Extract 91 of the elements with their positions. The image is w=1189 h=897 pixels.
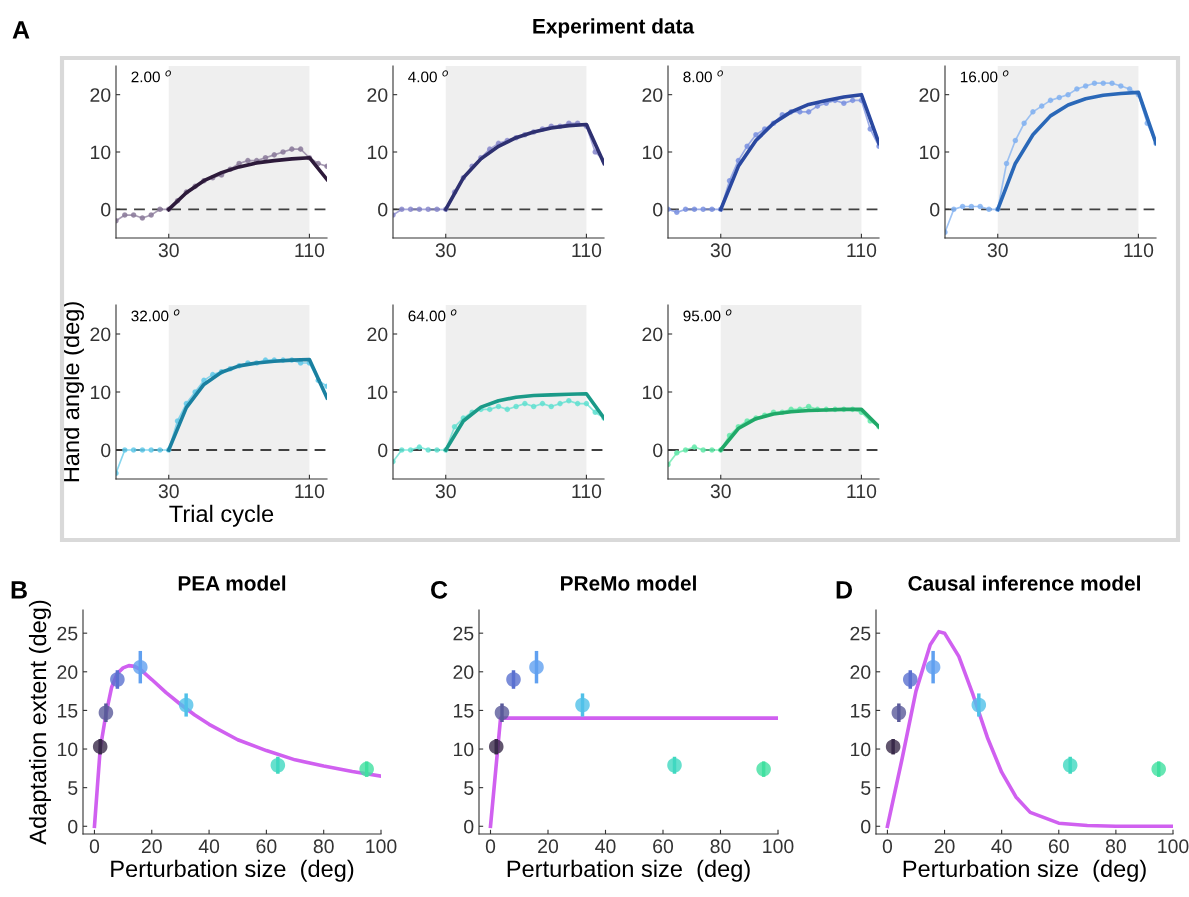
y-tick-label: 10 xyxy=(851,742,871,757)
y-tick-label: 25 xyxy=(57,626,78,641)
y-tick-label: 20 xyxy=(850,665,871,680)
x-tick-label: 60 xyxy=(653,839,674,854)
y-axis-title: Hand angle (deg) xyxy=(61,302,84,482)
y-tick-label: 20 xyxy=(919,88,940,102)
x-tick-label: 30 xyxy=(987,243,1008,258)
x-tick-label: 20 xyxy=(538,839,559,854)
x-tick-label: 30 xyxy=(710,243,731,258)
x-tick-label: 30 xyxy=(158,484,179,499)
y-tick-label: 0 xyxy=(378,443,388,458)
chart-title: 16.00 $^{o}$ xyxy=(960,70,1009,83)
x-tick-label: 40 xyxy=(198,839,220,854)
x-tick-label: 80 xyxy=(710,839,731,854)
chart-title: 32.00 $^{o}$ xyxy=(131,309,180,322)
y-tick-label: 0 xyxy=(861,819,871,834)
x-tick-label: 110 xyxy=(847,243,877,258)
y-tick-label: 0 xyxy=(68,819,78,834)
x-axis-title: Perturbation size (deg) xyxy=(111,859,354,882)
text: B xyxy=(11,581,27,599)
y-tick-label: 10 xyxy=(368,145,388,160)
x-tick-label: 80 xyxy=(313,839,334,854)
x-tick-label: 80 xyxy=(1105,839,1126,854)
chart-title: 4.00 $^{o}$ xyxy=(408,70,448,83)
y-tick-label: 25 xyxy=(453,626,474,641)
x-tick-label: 110 xyxy=(295,243,325,258)
y-tick-label: 10 xyxy=(643,145,663,160)
text: D xyxy=(836,581,852,599)
x-tick-label: 20 xyxy=(934,839,955,854)
y-tick-label: 20 xyxy=(642,327,663,342)
text: Experiment data xyxy=(533,18,695,38)
y-tick-label: 20 xyxy=(367,327,388,342)
y-tick-label: 5 xyxy=(464,781,474,795)
x-tick-label: 30 xyxy=(435,484,456,499)
y-tick-label: 20 xyxy=(90,327,111,342)
y-tick-label: 0 xyxy=(101,202,111,217)
x-tick-label: 40 xyxy=(991,839,1012,854)
y-tick-label: 20 xyxy=(367,88,388,102)
y-tick-label: 5 xyxy=(861,781,871,795)
x-tick-label: 110 xyxy=(1124,243,1154,258)
x-tick-label: 30 xyxy=(710,484,731,499)
y-tick-label: 20 xyxy=(57,665,78,680)
x-tick-label: 110 xyxy=(295,484,325,499)
y-tick-label: 15 xyxy=(454,704,474,718)
y-tick-label: 10 xyxy=(91,385,111,400)
x-axis-title: Perturbation size (deg) xyxy=(903,859,1146,882)
y-tick-label: 15 xyxy=(851,704,871,718)
chart-title: 2.00 $^{o}$ xyxy=(131,70,171,83)
y-tick-label: 0 xyxy=(378,202,388,217)
y-tick-label: 10 xyxy=(454,742,474,757)
x-tick-label: 20 xyxy=(141,839,162,854)
y-tick-label: 0 xyxy=(930,202,940,217)
text: C xyxy=(431,581,448,599)
y-tick-label: 15 xyxy=(58,704,78,718)
chart-title: 64.00 $^{o}$ xyxy=(408,309,457,322)
chart-title: PEA model xyxy=(178,575,286,591)
y-tick-label: 10 xyxy=(920,145,940,160)
y-tick-label: 20 xyxy=(453,665,474,680)
x-tick-label: 100 xyxy=(366,839,397,854)
chart-title: 8.00 $^{o}$ xyxy=(683,70,723,83)
y-tick-label: 20 xyxy=(642,88,663,102)
x-axis-title: Trial cycle xyxy=(169,504,274,527)
y-tick-label: 10 xyxy=(91,145,111,160)
x-tick-label: 110 xyxy=(847,484,877,499)
y-tick-label: 25 xyxy=(850,626,871,641)
x-tick-label: 110 xyxy=(572,243,602,258)
y-tick-label: 0 xyxy=(653,202,663,217)
y-axis-title: Adaptation extent (deg) xyxy=(28,600,51,845)
y-tick-label: 0 xyxy=(464,819,474,834)
x-tick-label: 40 xyxy=(595,839,616,854)
x-tick-label: 110 xyxy=(572,484,602,499)
y-tick-label: 5 xyxy=(68,781,78,795)
y-tick-label: 10 xyxy=(368,385,388,400)
x-tick-label: 60 xyxy=(256,839,277,854)
y-tick-label: 20 xyxy=(90,88,111,102)
x-tick-label: 100 xyxy=(1158,839,1189,854)
chart-title: PReMo model xyxy=(561,575,696,591)
chart-title: Causal inference model xyxy=(908,575,1140,591)
text: A xyxy=(12,21,30,39)
x-tick-label: 30 xyxy=(435,243,456,258)
x-tick-label: 60 xyxy=(1048,839,1069,854)
y-tick-label: 0 xyxy=(101,443,111,458)
y-tick-label: 10 xyxy=(58,742,78,757)
x-tick-label: 30 xyxy=(158,243,179,258)
x-tick-label: 100 xyxy=(763,839,794,854)
y-tick-label: 10 xyxy=(643,385,663,400)
y-tick-label: 0 xyxy=(653,443,663,458)
x-tick-label: 0 xyxy=(485,839,496,854)
x-tick-label: 0 xyxy=(882,839,893,854)
chart-title: 95.00 $^{o}$ xyxy=(683,309,732,322)
x-axis-title: Perturbation size (deg) xyxy=(507,859,750,882)
